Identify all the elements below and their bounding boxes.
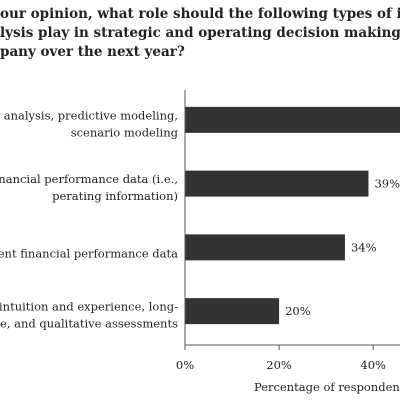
bar (185, 234, 345, 261)
x-tick-label: 40% (360, 358, 386, 372)
category-label: intuition and experience, long- (0, 300, 178, 314)
category-label: financial performance data (i.e., (0, 172, 178, 186)
category-label: scenario modeling (71, 125, 179, 139)
bar (185, 170, 369, 197)
x-tick-label: 20% (266, 358, 292, 372)
x-axis-label: Percentage of respondent (254, 380, 400, 394)
bar (185, 106, 400, 133)
value-label: 39% (374, 177, 400, 191)
category-label: ce, and qualitative assessments (0, 317, 178, 331)
chart-title: lysis play in strategic and operating de… (0, 25, 400, 41)
chart-title: pany over the next year? (0, 44, 185, 60)
value-label: 20% (285, 304, 311, 318)
bar (185, 298, 280, 325)
category-label: l analysis, predictive modeling, (0, 108, 178, 122)
x-tick-label: 0% (176, 358, 194, 372)
value-label: 34% (351, 240, 377, 254)
category-label: perating information) (52, 189, 178, 203)
chart-title: our opinion, what role should the follow… (0, 6, 400, 22)
category-label: cent financial performance data (0, 246, 178, 260)
